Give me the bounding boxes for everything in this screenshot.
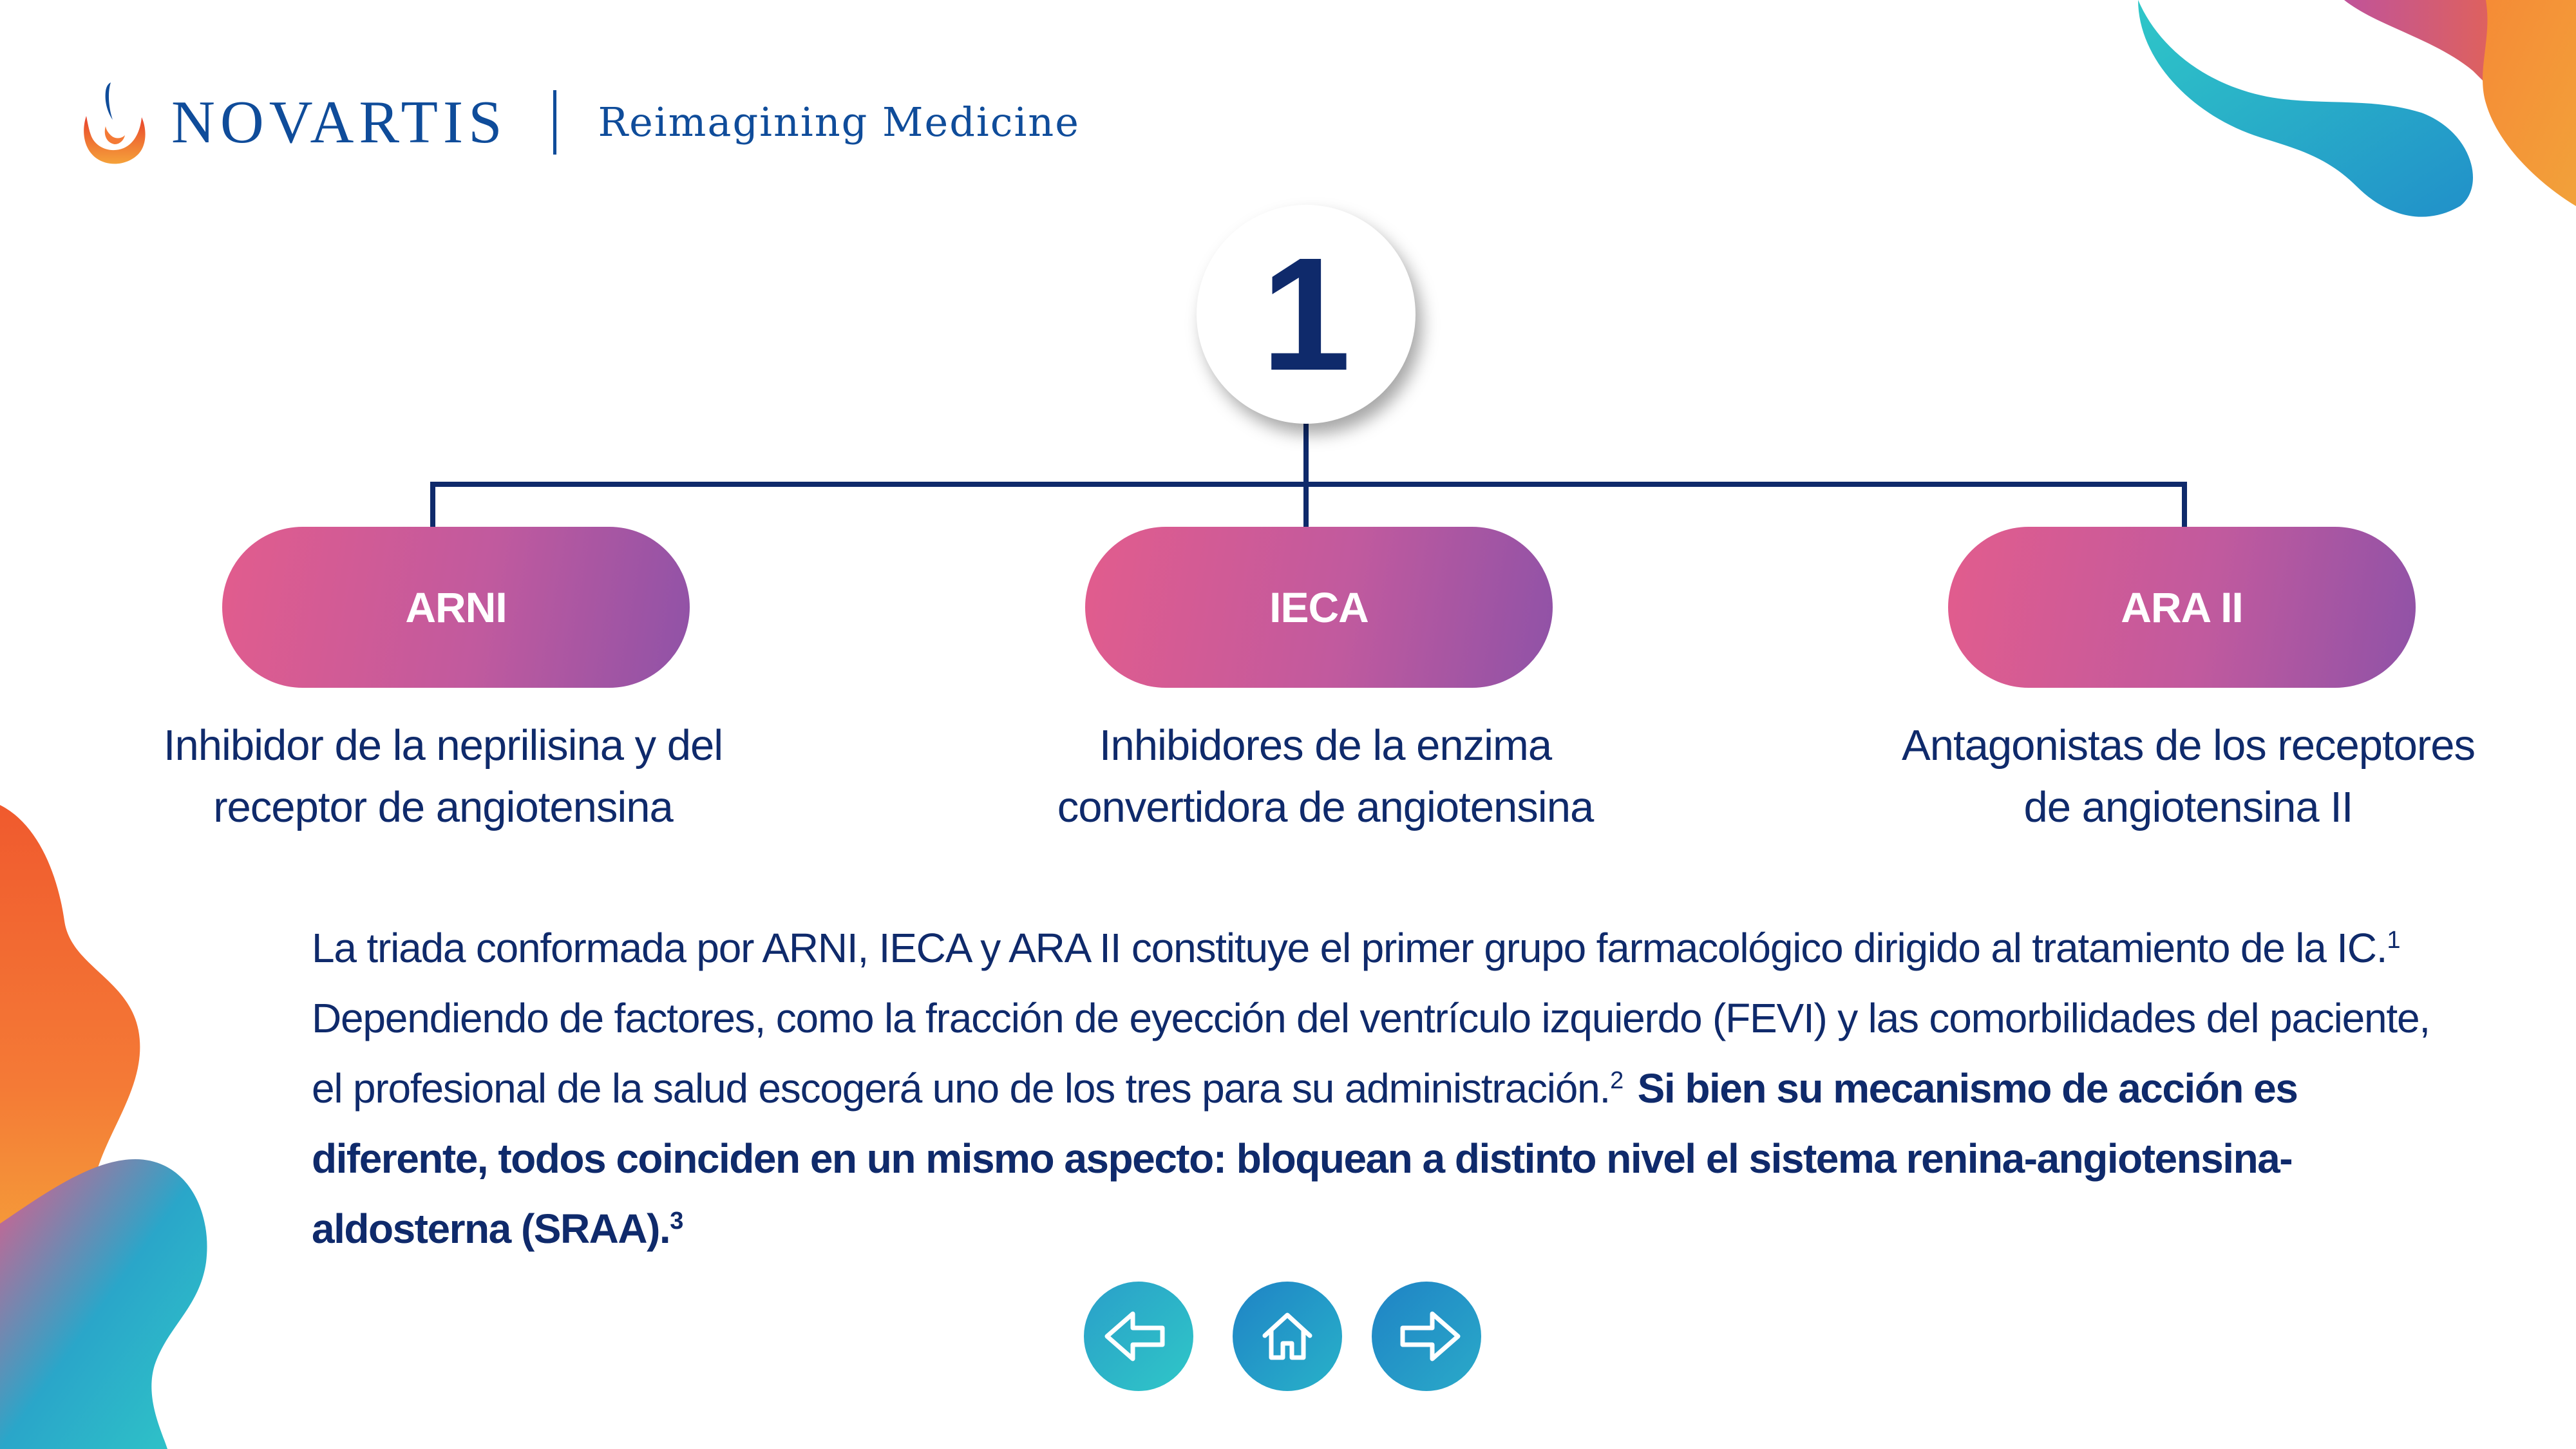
arrow-right-icon: [1400, 1311, 1461, 1361]
reference-marker: 2: [1610, 1067, 1624, 1094]
home-button[interactable]: [1233, 1282, 1342, 1391]
description-ieca: Inhibidores de la enzima convertidora de…: [1016, 715, 1634, 838]
step-number: 1: [1261, 224, 1351, 404]
next-button[interactable]: [1372, 1282, 1481, 1391]
body-text-part: La triada conformada por ARNI, IECA y AR…: [312, 925, 2388, 971]
body-highlight: Si bien su mecanismo de acción es difere…: [312, 1065, 2298, 1252]
home-icon: [1262, 1312, 1312, 1360]
arrow-left-icon: [1104, 1311, 1165, 1361]
description-arni: Inhibidor de la neprilisina y del recept…: [134, 715, 752, 838]
pill-label: ARA II: [2121, 583, 2244, 631]
tagline: Reimagining Medicine: [598, 99, 1080, 146]
body-paragraph: La triada conformada por ARNI, IECA y AR…: [312, 913, 2463, 1264]
novartis-logo-icon: [84, 82, 146, 164]
description-line: receptor de angiotensina: [213, 783, 674, 831]
pill-arni: ARNI: [222, 527, 690, 688]
description-line: Antagonistas de los receptores: [1902, 721, 2476, 770]
pill-ara-ii: ARA II: [1948, 527, 2416, 688]
pill-label: IECA: [1269, 583, 1369, 631]
header-divider: [553, 90, 557, 155]
previous-button[interactable]: [1084, 1282, 1193, 1391]
pill-label: ARNI: [405, 583, 507, 631]
pill-ieca: IECA: [1085, 527, 1553, 688]
brand-name: NOVARTIS: [171, 89, 507, 156]
description-line: Inhibidores de la enzima: [1099, 721, 1552, 770]
description-line: Inhibidor de la neprilisina y del: [163, 721, 723, 770]
reference-marker: 1: [2387, 927, 2400, 954]
header: NOVARTIS Reimagining Medicine: [77, 71, 1080, 174]
description-line: convertidora de angiotensina: [1057, 783, 1594, 831]
reference-marker: 3: [670, 1208, 683, 1235]
description-line: de angiotensina II: [2023, 783, 2354, 831]
body-text-part: Dependiendo de factores, como la fracció…: [312, 995, 2430, 1112]
step-number-circle: 1: [1197, 205, 1416, 424]
description-ara-ii: Antagonistas de los receptores de angiot…: [1879, 715, 2497, 838]
